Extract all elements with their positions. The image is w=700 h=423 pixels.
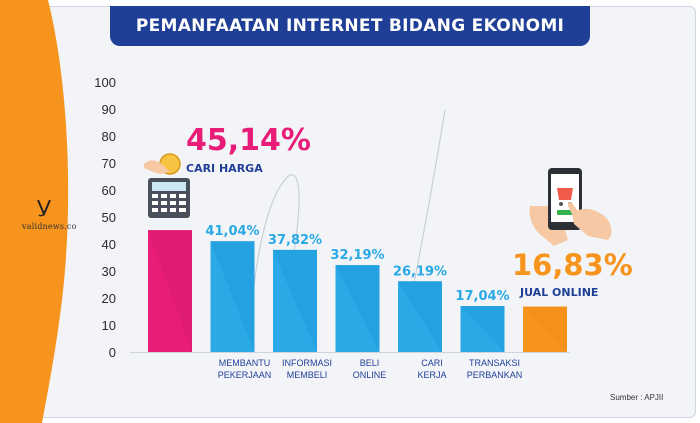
y-tick-label: 10 (102, 318, 116, 333)
bar-shade (335, 265, 380, 352)
category-label: CARI (421, 358, 443, 368)
bar-shade (210, 241, 255, 352)
category-label: TRANSAKSI (469, 358, 520, 368)
bar-shade (523, 306, 567, 352)
orange-swoosh-decoration (0, 0, 69, 423)
data-label: 32,19% (330, 248, 384, 263)
bar (210, 241, 255, 352)
data-label: 41,04% (205, 224, 259, 239)
hand-icon (572, 208, 612, 240)
bar-shade (148, 230, 192, 352)
category-label: MEMBELI (287, 370, 328, 380)
category-label: BELI (360, 358, 380, 368)
data-label: 17,04% (455, 289, 509, 304)
validnews-logo-icon (37, 199, 51, 217)
data-label: 26,19% (393, 264, 447, 279)
bar (523, 306, 567, 352)
data-label: 37,82% (268, 233, 322, 248)
bar-shade (460, 305, 505, 352)
y-tick-label: 30 (102, 264, 116, 279)
y-tick-label: 80 (102, 129, 116, 144)
category-label: PERBANKAN (467, 370, 523, 380)
bar (148, 230, 192, 352)
calculator-icon (144, 153, 190, 218)
category-label: INFORMASI (282, 358, 332, 368)
bar (273, 249, 317, 352)
y-tick-label: 60 (102, 183, 116, 198)
category-label: MEMBANTU (219, 358, 271, 368)
data-label: 16,83% (512, 248, 633, 282)
smartphone-shopping-icon (529, 168, 612, 246)
bar-shade (398, 281, 442, 352)
y-tick-label: 0 (109, 345, 116, 360)
bar (398, 281, 442, 352)
bar (335, 265, 380, 352)
category-label: PEKERJAAN (218, 370, 272, 380)
y-tick-label: 40 (102, 237, 116, 252)
bar (460, 305, 505, 352)
bar-shade (273, 249, 317, 352)
page-title-text: PEMANFAATAN INTERNET BIDANG EKONOMI (135, 16, 565, 36)
decorative-curve (249, 174, 300, 331)
category-label: ONLINE (353, 370, 387, 380)
page-title: PEMANFAATAN INTERNET BIDANG EKONOMI (110, 6, 590, 46)
data-label: 45,14% (186, 123, 311, 158)
y-tick-label: 20 (102, 291, 116, 306)
y-tick-label: 100 (94, 75, 116, 90)
y-tick-label: 70 (102, 156, 116, 171)
source-note: Sumber : APJII (610, 393, 664, 402)
category-label: KERJA (417, 370, 446, 380)
y-tick-label: 50 (102, 210, 116, 225)
watermark-text: validnews.co (22, 222, 77, 231)
category-label: JUAL ONLINE (519, 286, 598, 299)
y-tick-label: 90 (102, 102, 116, 117)
category-label: CARI HARGA (186, 162, 263, 175)
